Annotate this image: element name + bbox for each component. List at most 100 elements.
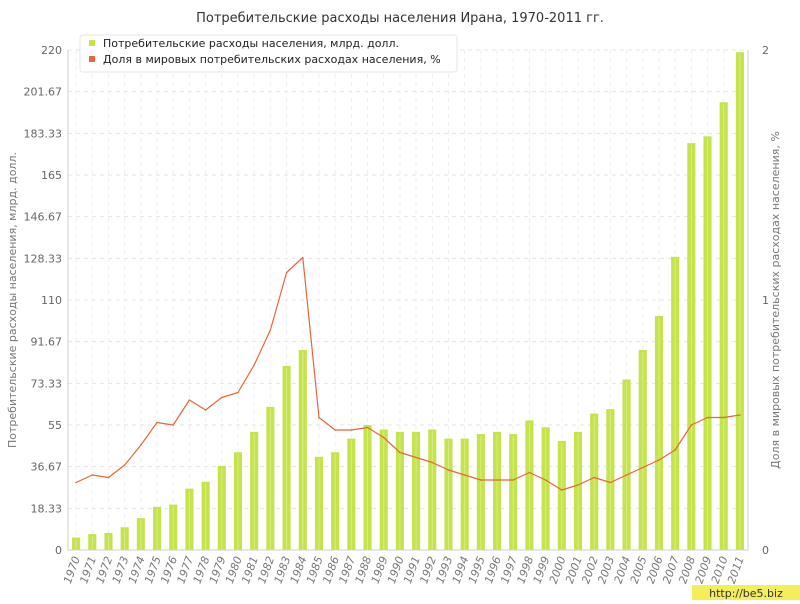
line-point [447, 469, 450, 471]
right-tick-label: 2 [762, 44, 769, 57]
line-point [593, 476, 595, 479]
legend-swatch-line [89, 56, 95, 62]
bar [217, 465, 226, 550]
legend-box [79, 34, 458, 73]
bar [460, 438, 469, 550]
line-point [641, 466, 644, 469]
bar [169, 504, 178, 550]
left-axis-title: Потребительские расходы населения, млрд.… [6, 152, 19, 448]
bar [331, 452, 340, 550]
line-point [739, 414, 741, 416]
bar [541, 427, 550, 550]
legend: Потребительские расходы населения, млрд.… [79, 34, 458, 73]
right-axis-title: Доля в мировых потребительских расходах … [769, 131, 782, 469]
axes [67, 50, 749, 551]
bar [622, 379, 631, 550]
bar [444, 438, 453, 550]
line-point [480, 479, 482, 481]
bar [250, 431, 259, 550]
line-point [722, 416, 725, 419]
bar [233, 452, 243, 550]
bar [201, 481, 210, 550]
line-point [156, 421, 158, 424]
left-tick-label: 73.33 [31, 377, 63, 390]
left-tick-label: 146.67 [24, 211, 63, 224]
bar [638, 350, 647, 550]
line-point [334, 429, 336, 431]
watermark-background [692, 585, 800, 600]
left-tick-label: 55 [48, 419, 62, 432]
bar [573, 431, 583, 550]
right-tick-label: 1 [762, 294, 769, 307]
bar [703, 136, 712, 550]
line-point [528, 471, 531, 474]
bar [493, 431, 502, 550]
line-point [172, 424, 175, 426]
bar [428, 429, 437, 550]
bar [735, 52, 744, 550]
line-point [706, 416, 709, 419]
bar [314, 456, 323, 550]
bar [136, 518, 145, 550]
line-point [496, 479, 498, 481]
chart-title: Потребительские расходы населения Ирана,… [196, 11, 604, 26]
bar-series [72, 52, 744, 550]
bar [654, 315, 663, 550]
line-point [690, 424, 693, 426]
bar [719, 102, 728, 550]
line-point [415, 456, 417, 459]
legend-swatch-bars [89, 40, 95, 46]
bar [88, 534, 97, 550]
line-point [544, 479, 547, 481]
right-tick-label: 0 [762, 544, 769, 557]
line-point [658, 459, 660, 461]
bar [363, 425, 372, 550]
bar [379, 429, 388, 550]
line-point [140, 444, 142, 446]
line-point [674, 449, 676, 451]
bar [120, 527, 129, 550]
bar [671, 256, 680, 550]
line-point [350, 429, 353, 431]
line-point [318, 416, 320, 419]
left-tick-label: 18.33 [31, 502, 63, 515]
line-point [561, 489, 563, 491]
left-tick-label: 201.67 [24, 86, 63, 99]
bar [525, 420, 534, 550]
bar [687, 143, 696, 550]
bar [509, 434, 518, 550]
bar [606, 409, 615, 550]
left-tick-label: 110 [41, 294, 62, 307]
line-point [382, 436, 385, 439]
left-tick-label: 36.67 [31, 461, 63, 474]
line-point [301, 256, 304, 259]
line-point [285, 271, 288, 274]
line-point [253, 364, 255, 366]
line-point [609, 481, 612, 484]
line-point [625, 474, 628, 476]
left-tick-label: 183.33 [24, 127, 63, 140]
bar [395, 431, 404, 550]
bar [282, 365, 291, 550]
watermark-text: http://be5.biz [709, 587, 783, 600]
line-point [577, 484, 579, 486]
series-line [75, 256, 740, 491]
bar [412, 431, 421, 550]
line-point [123, 464, 126, 466]
bar [347, 438, 356, 550]
left-tick-label: 165 [41, 169, 62, 182]
line-point [237, 391, 239, 394]
bar [557, 440, 566, 550]
line-point [107, 476, 110, 479]
bar [476, 434, 485, 550]
bar [266, 406, 275, 550]
legend-label-bars: Потребительские расходы населения, млрд.… [103, 37, 399, 50]
line-point [431, 461, 434, 464]
line-point [366, 426, 369, 429]
line-point [188, 399, 191, 401]
left-tick-label: 91.67 [31, 336, 63, 349]
line-point [204, 409, 207, 411]
left-tick-label: 128.33 [24, 252, 63, 265]
line-point [269, 329, 272, 331]
